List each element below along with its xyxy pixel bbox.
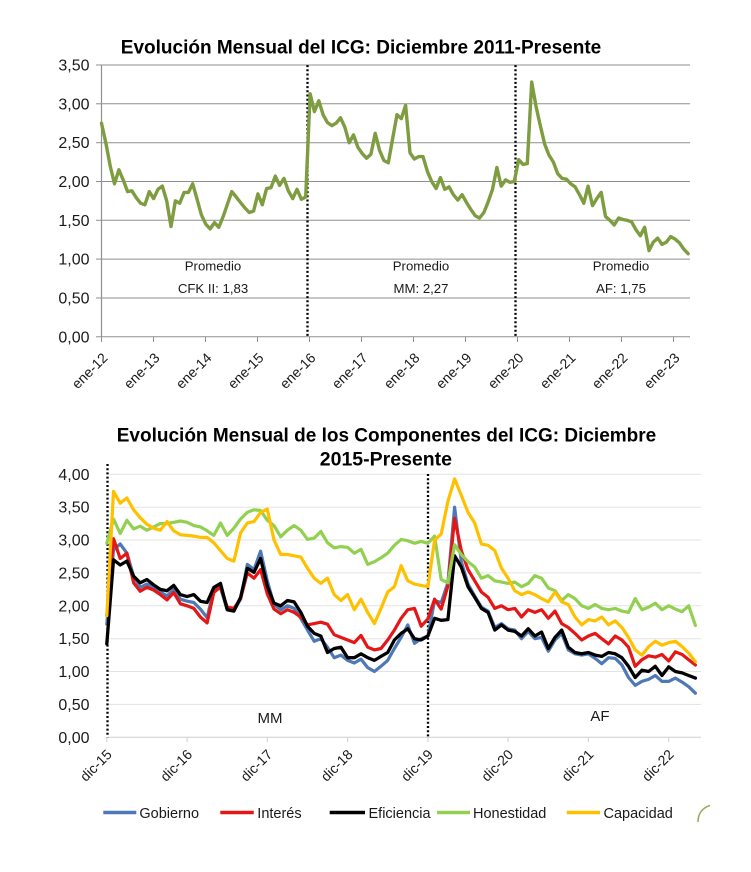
svg-text:MM: 2,27: MM: 2,27 — [394, 281, 449, 296]
svg-text:3,50: 3,50 — [58, 500, 89, 517]
svg-text:AF: 1,75: AF: 1,75 — [596, 281, 646, 296]
svg-text:Gobierno: Gobierno — [139, 806, 199, 822]
svg-text:0,50: 0,50 — [58, 291, 89, 308]
svg-text:CFK II: 1,83: CFK II: 1,83 — [178, 281, 248, 296]
svg-text:1,00: 1,00 — [58, 252, 89, 269]
svg-text:Evolución Mensual de los Compo: Evolución Mensual de los Componentes del… — [117, 426, 657, 447]
svg-text:3,00: 3,00 — [58, 533, 89, 550]
svg-text:AF: AF — [590, 708, 609, 725]
svg-text:2,00: 2,00 — [58, 598, 89, 615]
svg-text:Eficiencia: Eficiencia — [369, 806, 432, 822]
svg-text:0,00: 0,00 — [58, 329, 89, 346]
svg-text:0,00: 0,00 — [58, 730, 89, 747]
svg-text:Honestidad: Honestidad — [473, 806, 546, 822]
svg-text:2,00: 2,00 — [58, 174, 89, 191]
svg-text:MM: MM — [258, 710, 283, 727]
svg-text:2015-Presente: 2015-Presente — [320, 449, 452, 471]
svg-text:Capacidad: Capacidad — [604, 806, 673, 822]
svg-text:1,50: 1,50 — [58, 631, 89, 648]
svg-text:4,00: 4,00 — [58, 467, 89, 484]
svg-text:2,50: 2,50 — [58, 565, 89, 582]
svg-text:Interés: Interés — [257, 806, 301, 822]
svg-text:3,50: 3,50 — [58, 58, 89, 75]
svg-text:Evolución Mensual del ICG: Dic: Evolución Mensual del ICG: Diciembre 201… — [121, 38, 601, 59]
svg-text:3,00: 3,00 — [58, 96, 89, 113]
svg-text:Promedio: Promedio — [593, 259, 649, 274]
svg-text:1,00: 1,00 — [58, 664, 89, 681]
svg-text:0,50: 0,50 — [58, 697, 89, 714]
svg-text:2,50: 2,50 — [58, 135, 89, 152]
svg-text:Promedio: Promedio — [393, 259, 449, 274]
svg-text:Promedio: Promedio — [185, 259, 241, 274]
svg-text:1,50: 1,50 — [58, 213, 89, 230]
